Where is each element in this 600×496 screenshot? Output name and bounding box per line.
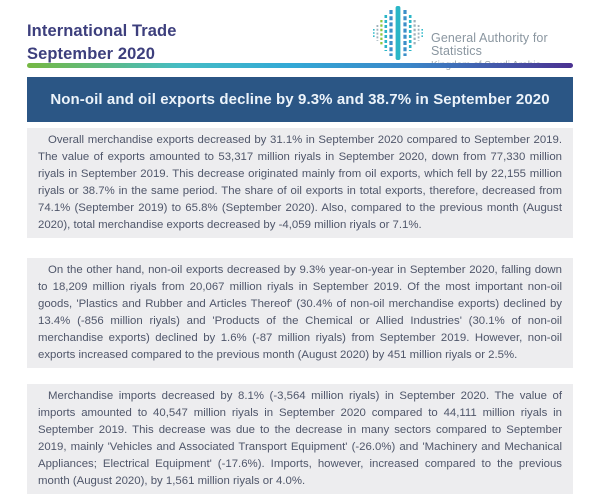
report-title-line1: International Trade xyxy=(27,22,177,40)
gastat-soundwave-logo-icon xyxy=(373,6,423,60)
paragraph-exports-overview: Overall merchandise exports decreased by… xyxy=(27,128,573,238)
paragraph-non-oil-exports: On the other hand, non-oil exports decre… xyxy=(27,258,573,368)
report-title-line2: September 2020 xyxy=(27,45,155,63)
report-title: International Trade September 2020 xyxy=(27,20,177,66)
gradient-divider xyxy=(27,63,573,68)
paragraph-imports: Merchandise imports decreased by 8.1% (-… xyxy=(27,384,573,494)
headline-text: Non-oil and oil exports decline by 9.3% … xyxy=(50,90,550,108)
headline-banner: Non-oil and oil exports decline by 9.3% … xyxy=(27,77,573,122)
org-name: General Authority for Statistics xyxy=(431,31,548,58)
